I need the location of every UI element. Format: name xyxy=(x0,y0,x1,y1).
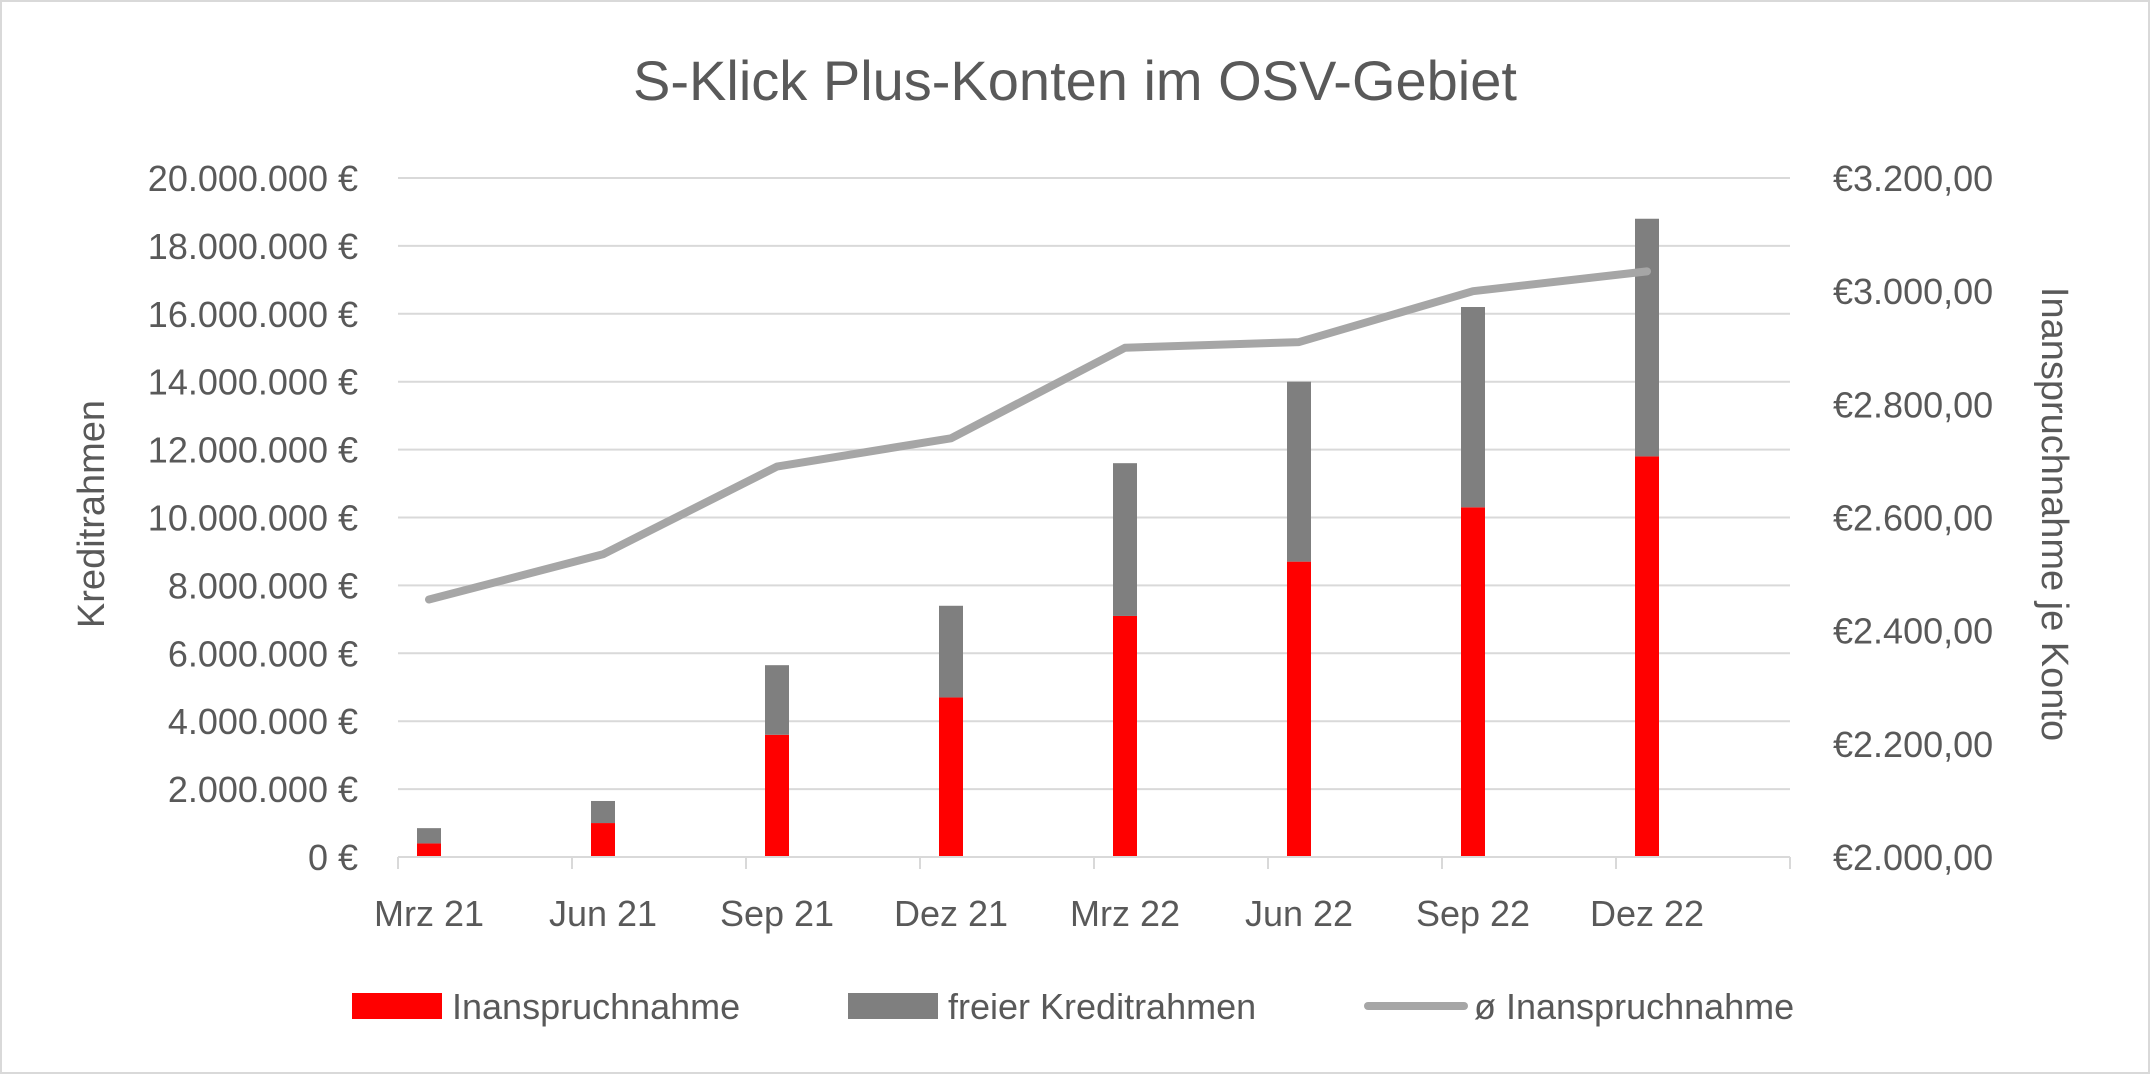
bar-freier-kreditrahmen xyxy=(417,828,441,844)
bar-inanspruchnahme xyxy=(1461,507,1485,857)
y-tick-label: 4.000.000 € xyxy=(168,701,358,742)
bar-inanspruchnahme xyxy=(765,734,789,857)
y2-tick-label: €3.200,00 xyxy=(1833,158,1993,199)
bar-freier-kreditrahmen xyxy=(765,665,789,735)
legend: Inanspruchnahme freier Kreditrahmen ø Inan… xyxy=(352,986,1794,1027)
y-tick-label: 0 € xyxy=(308,837,358,878)
bar-inanspruchnahme xyxy=(1635,456,1659,857)
y-tick-label: 6.000.000 € xyxy=(168,633,358,674)
y2-axis-title: Inanspruchnahme je Konto xyxy=(2033,287,2075,741)
chart-title: S-Klick Plus-Konten im OSV-Gebiet xyxy=(633,49,1517,112)
legend-inanspruchnahme-swatch xyxy=(352,993,442,1019)
bar-inanspruchnahme xyxy=(417,843,441,857)
x-tick-label: Jun 22 xyxy=(1245,893,1353,934)
legend-freier-kreditrahmen-label: freier Kreditrahmen xyxy=(948,986,1256,1027)
y2-tick-label: €2.000,00 xyxy=(1833,837,1993,878)
y2-tick-label: €2.200,00 xyxy=(1833,724,1993,765)
x-tick-label: Mrz 21 xyxy=(374,893,484,934)
bar-freier-kreditrahmen xyxy=(1287,381,1311,562)
axes: 0 € 2.000.000 € 4.000.000 € 6.000.000 € 8.00… xyxy=(148,158,1993,934)
y2-tick-label: €2.800,00 xyxy=(1833,384,1993,425)
average-line-path xyxy=(425,267,1651,604)
x-tick-label: Dez 22 xyxy=(1590,893,1704,934)
bar-freier-kreditrahmen xyxy=(939,605,963,698)
x-tick-label: Dez 21 xyxy=(894,893,1008,934)
bar-freier-kreditrahmen xyxy=(1635,218,1659,457)
bar-inanspruchnahme xyxy=(591,823,615,857)
y-tick-label: 8.000.000 € xyxy=(168,565,358,606)
x-tick-label: Sep 21 xyxy=(720,893,834,934)
y2-tick-label: €2.600,00 xyxy=(1833,498,1993,539)
y-tick-label: 10.000.000 € xyxy=(148,498,358,539)
y-tick-label: 20.000.000 € xyxy=(148,158,358,199)
bar-inanspruchnahme xyxy=(939,697,963,857)
bar-freier-kreditrahmen xyxy=(591,800,615,824)
bars xyxy=(417,218,1659,857)
gridlines xyxy=(398,177,1790,791)
y2-tick-label: €3.000,00 xyxy=(1833,271,1993,312)
legend-avg-inanspruchnahme-label: ø Inanspruchnahme xyxy=(1474,986,1794,1027)
y-axis-title: Kreditrahmen xyxy=(71,400,113,628)
bar-freier-kreditrahmen xyxy=(1461,307,1485,508)
bar-inanspruchnahme xyxy=(1113,615,1137,857)
legend-inanspruchnahme-label: Inanspruchnahme xyxy=(452,986,740,1027)
x-tick-label: Jun 21 xyxy=(549,893,657,934)
y2-tick-label: €2.400,00 xyxy=(1833,611,1993,652)
x-tick-label: Mrz 22 xyxy=(1070,893,1180,934)
x-tick-label: Sep 22 xyxy=(1416,893,1530,934)
y-tick-label: 12.000.000 € xyxy=(148,430,358,471)
bar-freier-kreditrahmen xyxy=(1113,463,1137,616)
y-tick-label: 16.000.000 € xyxy=(148,294,358,335)
y-tick-label: 14.000.000 € xyxy=(148,362,358,403)
legend-freier-kreditrahmen-swatch xyxy=(848,993,938,1019)
y-tick-label: 18.000.000 € xyxy=(148,226,358,267)
average-line xyxy=(425,267,1651,604)
y-tick-label: 2.000.000 € xyxy=(168,769,358,810)
bar-inanspruchnahme xyxy=(1287,561,1311,857)
